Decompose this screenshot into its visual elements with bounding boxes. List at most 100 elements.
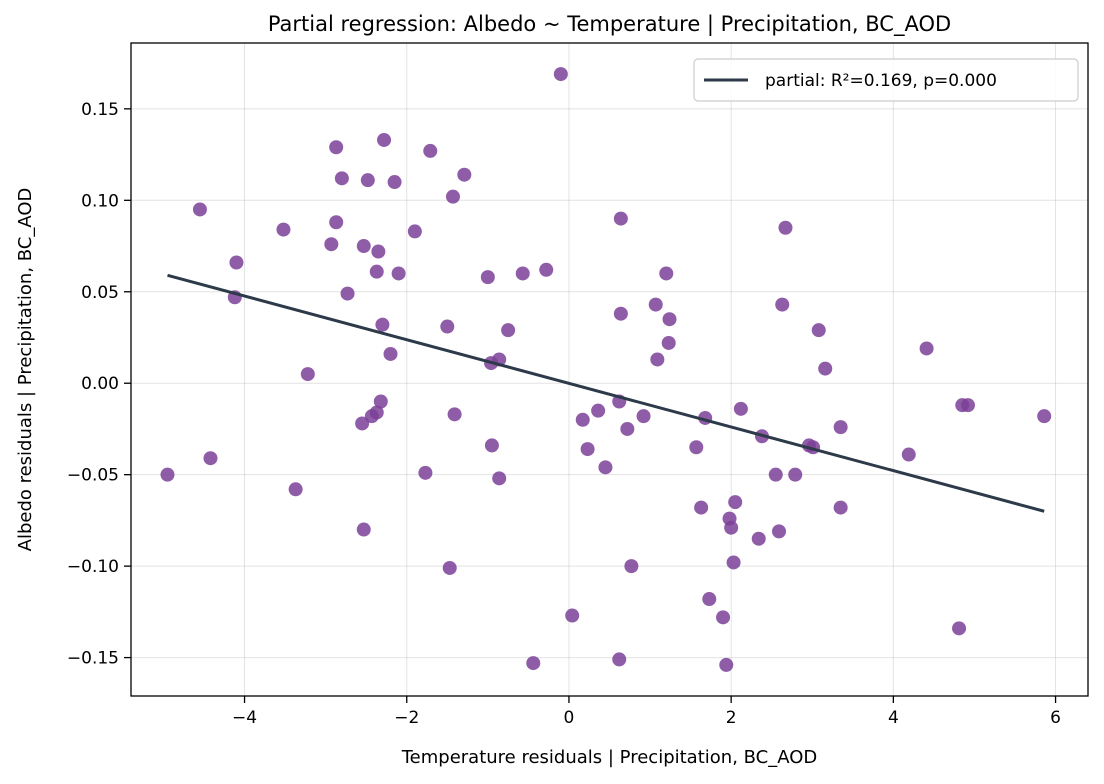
x-axis-ticks: −4 −2 0 2 4 6	[232, 696, 1061, 728]
grid-lines	[131, 43, 1088, 696]
scatter-point	[203, 451, 218, 466]
scatter-point	[719, 657, 734, 672]
scatter-point	[329, 140, 344, 155]
scatter-point	[624, 559, 639, 574]
scatter-point	[329, 215, 344, 230]
scatter-point	[661, 335, 676, 350]
scatter-point	[360, 173, 375, 188]
scatter-point	[733, 401, 748, 416]
scatter-point	[612, 652, 627, 667]
scatter-point	[492, 471, 507, 486]
y-tick-label: 0.05	[81, 283, 119, 303]
x-tick-label: 4	[888, 708, 899, 728]
y-tick-label: 0.10	[81, 191, 119, 211]
y-tick-label: −0.10	[67, 557, 119, 577]
scatter-point	[375, 317, 390, 332]
scatter-point	[423, 143, 438, 158]
scatter-point	[960, 398, 975, 413]
scatter-point	[726, 555, 741, 570]
scatter-point	[775, 297, 790, 312]
scatter-point	[373, 394, 388, 409]
scatter-point	[620, 421, 635, 436]
scatter-point	[539, 262, 554, 277]
scatter-point	[447, 407, 462, 422]
scatter-point	[724, 520, 739, 535]
scatter-point	[662, 312, 677, 327]
legend: partial: R²=0.169, p=0.000	[693, 58, 1079, 102]
scatter-point	[371, 244, 386, 259]
scatter-point	[1037, 409, 1052, 424]
scatter-point	[160, 467, 175, 482]
scatter-point	[636, 409, 651, 424]
scatter-point	[580, 442, 595, 457]
scatter-point	[689, 440, 704, 455]
scatter-point	[716, 610, 731, 625]
scatter-point	[288, 482, 303, 497]
scatter-point	[613, 211, 628, 226]
scatter-point	[751, 531, 766, 546]
scatter-point	[778, 220, 793, 235]
scatter-point	[768, 467, 783, 482]
x-tick-label: 0	[564, 708, 575, 728]
x-tick-label: −2	[394, 708, 419, 728]
chart-title: Partial regression: Albedo ~ Temperature…	[268, 12, 951, 37]
scatter-point	[952, 621, 967, 636]
scatter-point	[526, 656, 541, 671]
y-tick-label: 0.15	[81, 100, 119, 120]
scatter-point	[553, 67, 568, 82]
scatter-point	[591, 403, 606, 418]
y-tick-label: −0.15	[67, 649, 119, 669]
legend-entry-label: partial: R²=0.169, p=0.000	[765, 71, 997, 91]
scatter-point	[276, 222, 291, 237]
scatter-point	[418, 465, 433, 480]
scatter-point	[229, 255, 244, 270]
scatter-point	[901, 447, 916, 462]
plot-area-frame	[130, 42, 1089, 697]
scatter-point	[919, 341, 934, 356]
legend-box	[693, 58, 1079, 102]
scatter-point	[334, 171, 349, 186]
scatter-point	[324, 237, 339, 252]
scatter-point	[811, 323, 826, 338]
scatter-point	[457, 167, 472, 182]
y-tick-label: −0.05	[67, 466, 119, 486]
scatter-point	[575, 412, 590, 427]
scatter-point	[694, 500, 709, 515]
scatter-point	[369, 264, 384, 279]
scatter-point	[613, 306, 628, 321]
scatter-point	[659, 266, 674, 281]
scatter-point	[356, 239, 371, 254]
x-axis-label: Temperature residuals | Precipitation, B…	[401, 747, 818, 768]
scatter-point	[391, 266, 406, 281]
scatter-point	[480, 270, 495, 285]
scatter-point	[728, 495, 743, 510]
regression-line	[167, 273, 1045, 513]
scatter-point	[484, 438, 499, 453]
scatter-point	[565, 608, 580, 623]
scatter-point	[440, 319, 455, 334]
scatter-point	[377, 132, 392, 147]
scatter-point	[192, 202, 207, 217]
x-tick-label: 2	[726, 708, 737, 728]
x-tick-label: 6	[1050, 708, 1061, 728]
scatter-point	[356, 522, 371, 537]
scatter-point	[648, 297, 663, 312]
scatter-point	[515, 266, 530, 281]
scatter-point	[818, 361, 833, 376]
scatter-point	[407, 224, 422, 239]
scatter-point	[650, 352, 665, 367]
y-axis-label: Albedo residuals | Precipitation, BC_AOD	[15, 188, 36, 552]
scatter-point	[702, 592, 717, 607]
scatter-point	[833, 420, 848, 435]
scatter-point	[442, 560, 457, 575]
scatter-point	[383, 346, 398, 361]
scatter-point	[445, 189, 460, 204]
scatter-point	[340, 286, 355, 301]
scatter-point	[788, 467, 803, 482]
scatter-point	[387, 175, 402, 190]
scatter-point	[501, 323, 516, 338]
scatter-points	[160, 67, 1052, 672]
x-tick-label: −4	[232, 708, 257, 728]
scatter-point	[300, 367, 315, 382]
